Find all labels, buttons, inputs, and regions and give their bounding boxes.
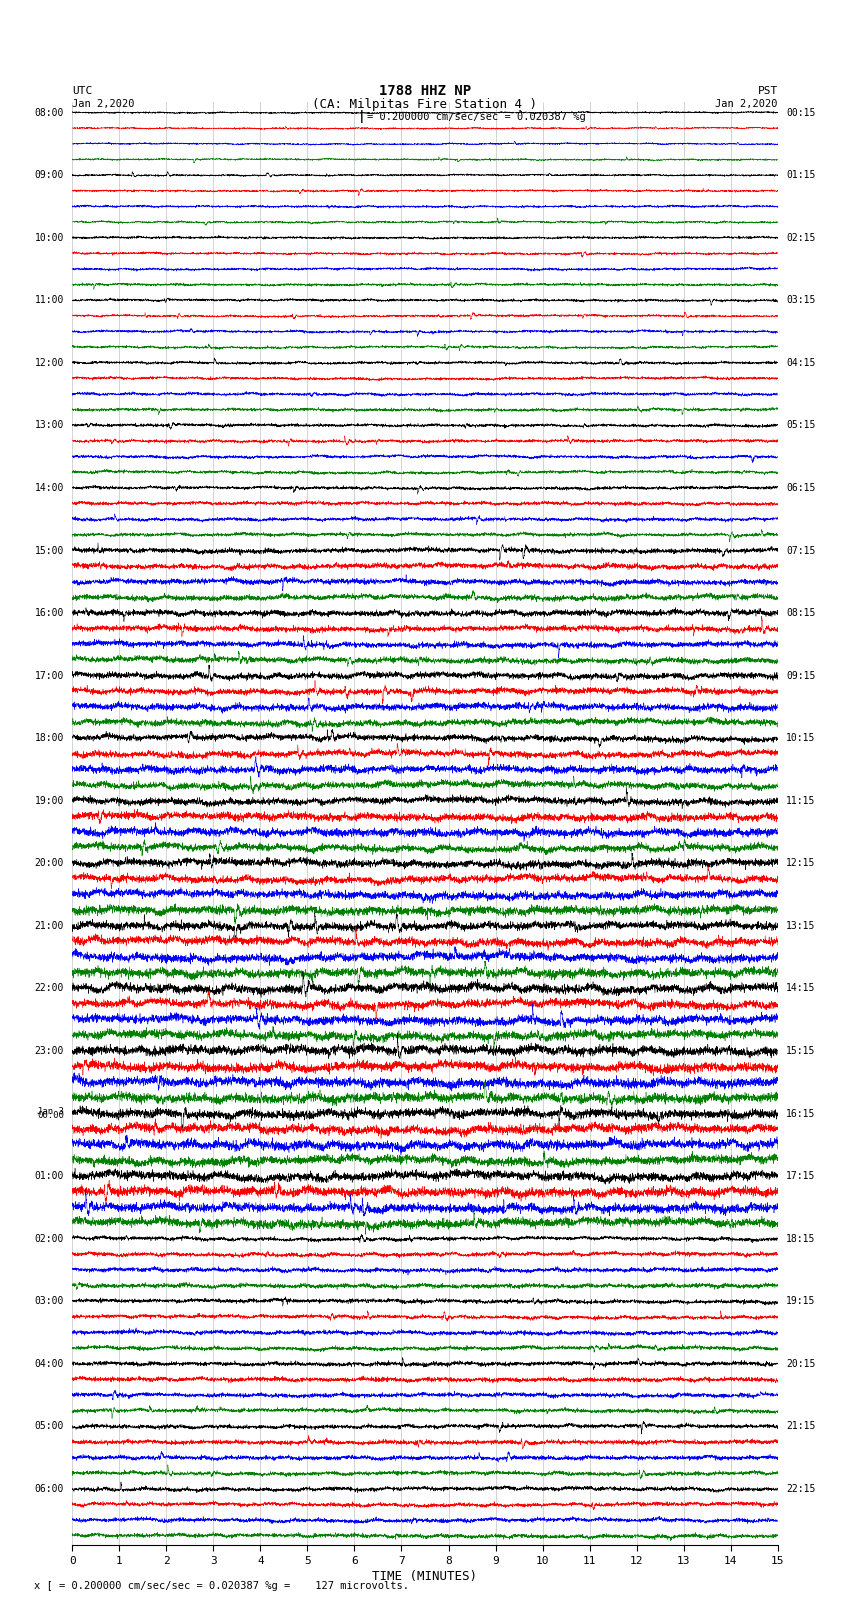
Text: 10:00: 10:00 — [34, 232, 64, 242]
Text: 19:15: 19:15 — [786, 1297, 816, 1307]
Text: 05:00: 05:00 — [34, 1421, 64, 1431]
Text: 18:15: 18:15 — [786, 1234, 816, 1244]
Text: Jan 2,2020: Jan 2,2020 — [72, 98, 135, 110]
Text: 00:15: 00:15 — [786, 108, 816, 118]
Text: 06:15: 06:15 — [786, 482, 816, 494]
Text: 13:00: 13:00 — [34, 421, 64, 431]
Text: 22:15: 22:15 — [786, 1484, 816, 1494]
Text: 14:00: 14:00 — [34, 482, 64, 494]
Text: 13:15: 13:15 — [786, 921, 816, 931]
Text: 01:00: 01:00 — [34, 1171, 64, 1181]
Text: Jan 3: Jan 3 — [37, 1107, 64, 1116]
Text: 00:00: 00:00 — [37, 1111, 64, 1121]
Text: 16:00: 16:00 — [34, 608, 64, 618]
Text: 20:00: 20:00 — [34, 858, 64, 868]
Text: Jan 2,2020: Jan 2,2020 — [715, 98, 778, 110]
Text: = 0.200000 cm/sec/sec = 0.020387 %g: = 0.200000 cm/sec/sec = 0.020387 %g — [367, 111, 586, 123]
Text: |: | — [358, 110, 365, 124]
Text: 06:00: 06:00 — [34, 1484, 64, 1494]
Text: 11:15: 11:15 — [786, 795, 816, 806]
Text: 08:00: 08:00 — [34, 108, 64, 118]
Text: 09:00: 09:00 — [34, 169, 64, 181]
Text: 15:00: 15:00 — [34, 545, 64, 555]
Text: UTC: UTC — [72, 85, 93, 97]
Text: 15:15: 15:15 — [786, 1045, 816, 1057]
Text: 19:00: 19:00 — [34, 795, 64, 806]
Text: 1788 HHZ NP: 1788 HHZ NP — [379, 84, 471, 98]
Text: 16:15: 16:15 — [786, 1108, 816, 1118]
Text: 02:15: 02:15 — [786, 232, 816, 242]
X-axis label: TIME (MINUTES): TIME (MINUTES) — [372, 1569, 478, 1582]
Text: (CA: Milpitas Fire Station 4 ): (CA: Milpitas Fire Station 4 ) — [313, 97, 537, 111]
Text: 21:15: 21:15 — [786, 1421, 816, 1431]
Text: 05:15: 05:15 — [786, 421, 816, 431]
Text: x [ = 0.200000 cm/sec/sec = 0.020387 %g =    127 microvolts.: x [ = 0.200000 cm/sec/sec = 0.020387 %g … — [34, 1581, 409, 1590]
Text: 03:00: 03:00 — [34, 1297, 64, 1307]
Text: 12:00: 12:00 — [34, 358, 64, 368]
Text: 04:15: 04:15 — [786, 358, 816, 368]
Text: 18:00: 18:00 — [34, 734, 64, 744]
Text: 20:15: 20:15 — [786, 1358, 816, 1369]
Text: 07:15: 07:15 — [786, 545, 816, 555]
Text: 01:15: 01:15 — [786, 169, 816, 181]
Text: 22:00: 22:00 — [34, 984, 64, 994]
Text: 14:15: 14:15 — [786, 984, 816, 994]
Text: PST: PST — [757, 85, 778, 97]
Text: 02:00: 02:00 — [34, 1234, 64, 1244]
Text: 08:15: 08:15 — [786, 608, 816, 618]
Text: 21:00: 21:00 — [34, 921, 64, 931]
Text: 03:15: 03:15 — [786, 295, 816, 305]
Text: 23:00: 23:00 — [34, 1045, 64, 1057]
Text: 11:00: 11:00 — [34, 295, 64, 305]
Text: 10:15: 10:15 — [786, 734, 816, 744]
Text: 12:15: 12:15 — [786, 858, 816, 868]
Text: 17:15: 17:15 — [786, 1171, 816, 1181]
Text: 09:15: 09:15 — [786, 671, 816, 681]
Text: 17:00: 17:00 — [34, 671, 64, 681]
Text: 04:00: 04:00 — [34, 1358, 64, 1369]
